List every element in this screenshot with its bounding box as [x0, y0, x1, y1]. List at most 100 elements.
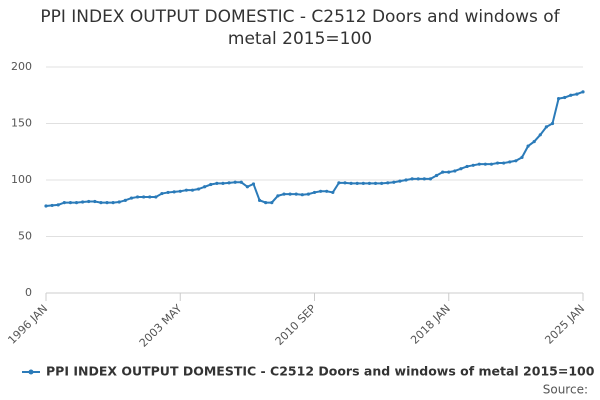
point	[312, 190, 317, 195]
point	[184, 188, 188, 192]
point	[288, 192, 292, 196]
y-tick-label: 0	[25, 286, 32, 299]
series-line	[45, 90, 584, 207]
point	[520, 155, 524, 159]
x-tick-label: 2018 JAN	[408, 302, 453, 347]
point	[563, 95, 567, 100]
point	[276, 194, 280, 198]
point	[343, 181, 347, 185]
point	[251, 182, 256, 186]
point	[471, 163, 475, 167]
x-tick-label: 2025 JAN	[542, 302, 587, 347]
y-tick-label: 50	[18, 230, 32, 243]
point	[361, 181, 365, 185]
point	[508, 160, 512, 164]
point	[215, 181, 219, 185]
point	[325, 189, 329, 193]
point	[355, 181, 359, 185]
point	[245, 185, 249, 189]
legend-label: PPI INDEX OUTPUT DOMESTIC - C2512 Doors …	[46, 364, 595, 379]
point	[282, 192, 286, 196]
point	[62, 201, 66, 205]
point	[349, 181, 353, 185]
point	[166, 190, 170, 195]
point	[428, 177, 433, 181]
point	[111, 201, 115, 205]
point	[502, 161, 506, 165]
point	[87, 199, 91, 204]
point	[373, 181, 378, 185]
point	[264, 201, 268, 205]
chart-title: PPI INDEX OUTPUT DOMESTIC - C2512 Doors …	[40, 7, 560, 49]
point	[257, 198, 262, 202]
point	[337, 181, 341, 185]
y-tick-label: 200	[11, 60, 32, 73]
point	[569, 93, 573, 97]
point	[441, 170, 445, 174]
point	[196, 187, 201, 191]
point	[532, 139, 536, 144]
point	[453, 169, 457, 173]
point	[178, 189, 182, 193]
point	[581, 90, 585, 94]
x-tick-label: 2010 SEP	[273, 302, 319, 348]
source: Source:	[543, 383, 588, 397]
point	[148, 195, 152, 199]
point	[135, 195, 140, 199]
point	[190, 188, 195, 192]
point	[209, 182, 213, 187]
point	[465, 164, 469, 169]
point	[575, 92, 579, 96]
point	[233, 180, 237, 184]
y-tick-label: 150	[11, 117, 32, 130]
point	[538, 133, 542, 137]
point	[380, 181, 384, 185]
point	[526, 144, 530, 148]
point	[270, 201, 274, 205]
point	[319, 189, 323, 193]
point	[544, 125, 548, 129]
point	[123, 198, 127, 202]
point	[386, 181, 390, 185]
point	[392, 180, 396, 184]
point	[81, 200, 85, 204]
x-tick-label: 2003 MAY	[137, 302, 185, 350]
y-tick-label: 100	[11, 173, 32, 186]
point	[422, 177, 426, 181]
point	[489, 162, 494, 166]
point	[203, 185, 207, 189]
point	[294, 192, 298, 196]
point	[514, 159, 518, 163]
point	[129, 196, 134, 200]
point	[44, 204, 48, 208]
point	[459, 167, 463, 171]
point	[556, 97, 561, 101]
point	[93, 199, 97, 204]
point	[74, 201, 79, 205]
point	[50, 203, 54, 208]
point	[404, 178, 408, 182]
point	[172, 190, 176, 194]
point	[221, 181, 225, 185]
point	[56, 203, 60, 207]
legend-marker	[28, 369, 34, 375]
point	[154, 195, 158, 199]
point	[434, 173, 439, 178]
point	[306, 192, 310, 196]
point	[227, 181, 231, 185]
point	[331, 190, 335, 195]
point	[416, 177, 420, 181]
x-tick-label: 1996 JAN	[5, 302, 50, 347]
point	[68, 201, 73, 205]
point	[99, 201, 103, 205]
point	[367, 181, 372, 185]
point	[160, 191, 164, 196]
point	[477, 162, 481, 166]
point	[239, 180, 243, 184]
point	[142, 195, 146, 199]
point	[483, 162, 487, 166]
point	[410, 177, 414, 181]
point	[550, 121, 555, 126]
